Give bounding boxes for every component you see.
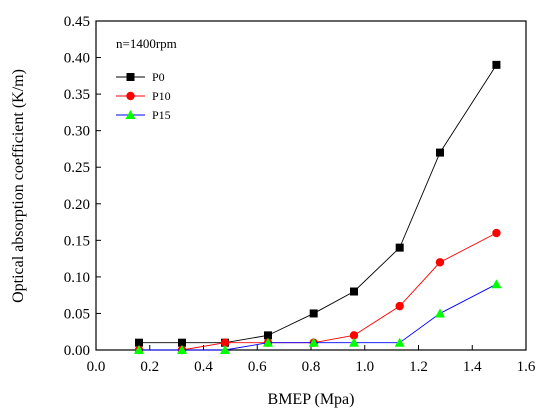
series-p15 (134, 279, 502, 354)
data-point-p0 (350, 287, 358, 296)
legend-marker-p0 (126, 73, 135, 81)
y-tick-label: 0.35 (64, 87, 90, 103)
legend-label-p0: P0 (152, 70, 165, 84)
x-tick-label: 1.6 (517, 359, 536, 375)
y-tick-label: 0.30 (64, 124, 90, 140)
legend-label-p15: P15 (152, 108, 171, 122)
data-point-p15 (134, 345, 144, 354)
data-point-p15 (308, 337, 319, 347)
data-point-p0 (264, 331, 272, 340)
data-point-p15 (177, 345, 187, 354)
data-point-p0 (395, 243, 404, 252)
data-point-p15 (263, 337, 273, 347)
y-tick-label: 0.10 (64, 270, 90, 286)
data-point-p15 (349, 337, 359, 347)
x-tick-label: 1.2 (409, 359, 428, 375)
data-point-p10 (220, 338, 230, 347)
data-point-p15 (491, 279, 502, 289)
series-p10 (134, 228, 501, 355)
series-line-p10 (139, 232, 497, 351)
y-tick-label: 0.15 (64, 233, 90, 249)
data-point-p0 (178, 338, 186, 347)
data-point-p15 (394, 337, 405, 347)
x-tick-label: 0.8 (302, 359, 321, 375)
x-tick-label: 0.0 (87, 359, 106, 375)
data-point-p10 (435, 258, 445, 267)
x-tick-label: 0.4 (194, 359, 213, 375)
data-point-p10 (349, 331, 359, 340)
data-point-p0 (436, 148, 444, 157)
data-point-p15 (220, 345, 230, 354)
data-point-p0 (309, 309, 318, 318)
legend-marker-p15 (125, 110, 136, 119)
x-tick-label: 0.6 (248, 359, 267, 375)
x-tick-label: 0.2 (140, 359, 159, 375)
y-tick-label: 0.25 (64, 160, 90, 176)
data-point-p10 (395, 301, 404, 311)
y-axis: 0.00 0.05 0.10 0.15 0.20 0.25 0.30 0.35 0.40 0.45 (64, 14, 101, 359)
data-point-p15 (435, 308, 445, 318)
x-tick-label: 1.0 (355, 359, 374, 375)
legend-label-p10: P10 (152, 89, 171, 103)
x-tick-label: 1.4 (463, 359, 482, 375)
data-point-p10 (492, 228, 501, 238)
y-tick-label: 0.00 (64, 343, 90, 359)
y-axis-title: Optical absorption coefficient (K/m) (10, 69, 27, 303)
legend-marker-p10 (126, 91, 135, 101)
data-point-p0 (135, 338, 143, 347)
x-axis: 0.0 0.2 0.4 0.6 0.8 1.0 1.2 1.4 1.6 (87, 345, 536, 375)
series-p0 (135, 60, 501, 347)
rpm-annotation: n=1400rpm (116, 36, 177, 51)
series-layer (134, 60, 502, 355)
y-tick-label: 0.05 (64, 306, 90, 322)
y-tick-label: 0.20 (64, 197, 90, 213)
x-axis-title: BMEP (Mpa) (268, 391, 355, 408)
legend: P0 P10 P15 (116, 70, 171, 122)
y-tick-label: 0.45 (64, 14, 90, 30)
y-tick-label: 0.40 (64, 51, 90, 67)
data-point-p0 (492, 60, 501, 69)
series-line-p0 (139, 64, 497, 344)
